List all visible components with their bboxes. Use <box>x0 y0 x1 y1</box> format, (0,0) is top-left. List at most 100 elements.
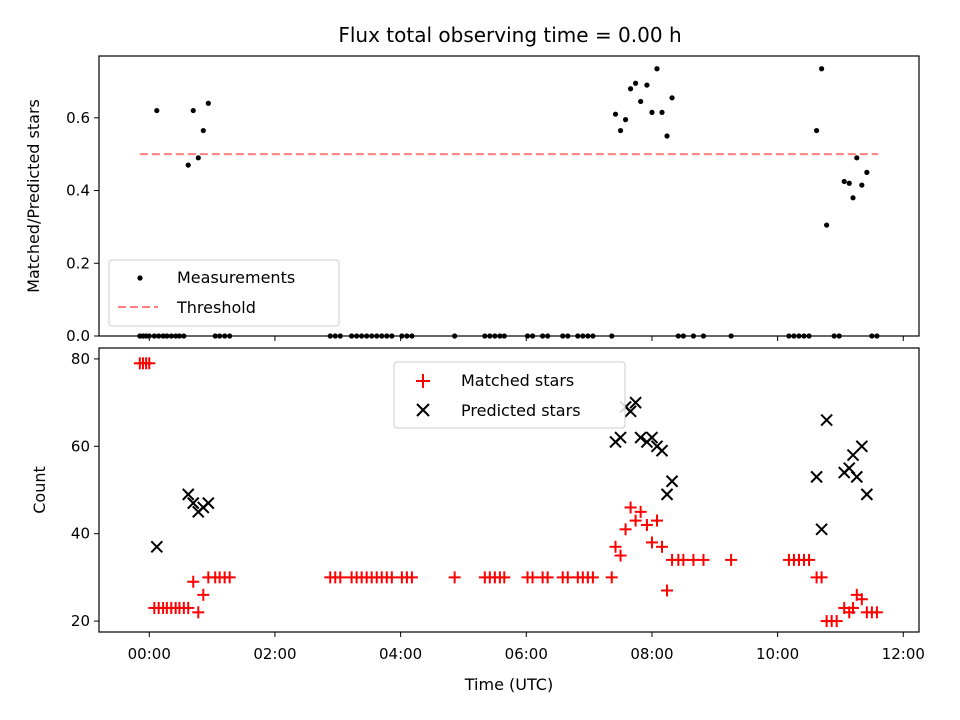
matched-star-point <box>803 553 816 566</box>
measurement-point <box>622 117 629 123</box>
measurement-point <box>633 80 639 86</box>
measurement-point <box>813 127 820 134</box>
matched-star-point <box>385 571 398 584</box>
top-ytick-label: 0.6 <box>66 109 90 127</box>
legend-matched-marker <box>416 374 430 388</box>
measurement-point <box>612 111 619 117</box>
matched-star-point <box>609 540 622 553</box>
matched-star-point <box>650 514 663 527</box>
predicted-star-point <box>624 405 637 418</box>
matched-star-point <box>677 553 690 566</box>
predicted-star-point <box>182 488 195 501</box>
measurement-point <box>859 182 865 188</box>
matched-star-point <box>586 571 599 584</box>
predicted-star-point <box>629 396 642 409</box>
bottom-xtick-label: 08:00 <box>630 645 673 663</box>
measurement-point <box>638 98 644 105</box>
top-points-layer <box>137 66 880 339</box>
measurement-point <box>864 169 870 175</box>
measurement-point <box>659 109 665 115</box>
predicted-star-point <box>810 470 823 484</box>
matched-star-point <box>405 571 418 584</box>
measurement-point <box>841 178 847 185</box>
measurement-point <box>627 86 634 92</box>
bottom-ytick-label: 60 <box>71 437 90 455</box>
top-ytick-label: 0.4 <box>66 182 90 200</box>
predicted-star-point <box>150 540 164 554</box>
matched-star-point <box>815 571 828 584</box>
matched-star-point <box>334 571 347 584</box>
measurement-point <box>617 127 624 134</box>
legend-predicted-marker <box>416 403 430 417</box>
bottom-points-layer <box>133 357 883 628</box>
top-legend: Measurements Threshold <box>108 259 340 327</box>
matched-star-point <box>855 593 868 606</box>
matched-star-point <box>187 575 200 588</box>
matched-star-point <box>725 553 738 566</box>
top-axes-frame <box>98 55 920 337</box>
matched-star-point <box>561 571 574 584</box>
predicted-star-point <box>660 488 674 501</box>
matched-star-point <box>687 553 700 566</box>
legend-measurements-marker <box>137 275 143 281</box>
predicted-star-point <box>860 488 874 501</box>
legend-predicted-label: Predicted stars <box>461 401 581 420</box>
matched-star-point <box>830 615 843 628</box>
bottom-legend: Matched stars Predicted stars <box>393 361 626 429</box>
bottom-ticks-layer: 20 40 60 80 00:00 02:00 04:00 06:00 08:00 10:00 12… <box>71 350 925 663</box>
predicted-star-point <box>855 440 869 453</box>
matched-star-point <box>605 571 618 584</box>
matched-star-point <box>629 514 642 527</box>
predicted-star-point <box>187 496 200 510</box>
bottom-ylabel: Count <box>30 466 49 514</box>
legend-threshold-label: Threshold <box>176 298 256 317</box>
bottom-ytick-label: 80 <box>71 350 90 368</box>
bottom-xtick-label: 02:00 <box>253 645 296 663</box>
measurement-point <box>644 82 650 88</box>
predicted-star-point <box>645 431 659 444</box>
matched-star-point <box>624 501 637 514</box>
matched-star-point <box>448 571 461 584</box>
matched-star-point <box>192 606 205 619</box>
measurement-point <box>654 66 660 72</box>
measurement-point <box>846 180 852 186</box>
measurement-point <box>854 155 860 161</box>
matched-star-point <box>526 571 539 584</box>
matched-star-point <box>870 606 883 619</box>
matched-star-point <box>847 601 860 614</box>
predicted-star-point <box>850 470 864 484</box>
bottom-ytick-label: 20 <box>71 612 90 630</box>
measurement-point <box>200 127 206 134</box>
predicted-star-point <box>655 444 669 457</box>
measurement-point <box>824 222 830 228</box>
legend-matched-label: Matched stars <box>461 371 574 390</box>
legend-measurements-label: Measurements <box>177 268 295 287</box>
bottom-xtick-label: 12:00 <box>882 645 925 663</box>
matched-star-point <box>541 571 554 584</box>
predicted-star-point <box>634 431 647 444</box>
measurement-point <box>819 66 825 72</box>
matched-star-point <box>182 601 195 614</box>
measurement-point <box>669 95 675 101</box>
matched-star-point <box>197 588 210 601</box>
predicted-star-point <box>202 496 215 510</box>
matched-star-point <box>640 518 653 531</box>
top-ytick-label: 0.0 <box>66 327 90 345</box>
top-ylabel: Matched/Predicted stars <box>24 99 43 293</box>
matched-star-point <box>223 571 236 584</box>
top-panel: 0.0 0.2 0.4 0.6 Matched/Predicted stars Mea… <box>24 55 920 345</box>
matched-star-point <box>143 357 156 370</box>
bottom-xtick-label: 06:00 <box>505 645 548 663</box>
measurement-point <box>205 100 211 106</box>
matched-star-point <box>656 540 669 553</box>
bottom-xtick-label: 10:00 <box>756 645 799 663</box>
bottom-axes-frame <box>98 347 920 633</box>
matched-star-point <box>697 553 710 566</box>
measurement-point <box>185 162 191 168</box>
measurement-point <box>850 195 856 201</box>
top-legend-box <box>108 259 340 327</box>
matched-star-point <box>619 523 632 536</box>
predicted-star-point <box>665 475 679 488</box>
